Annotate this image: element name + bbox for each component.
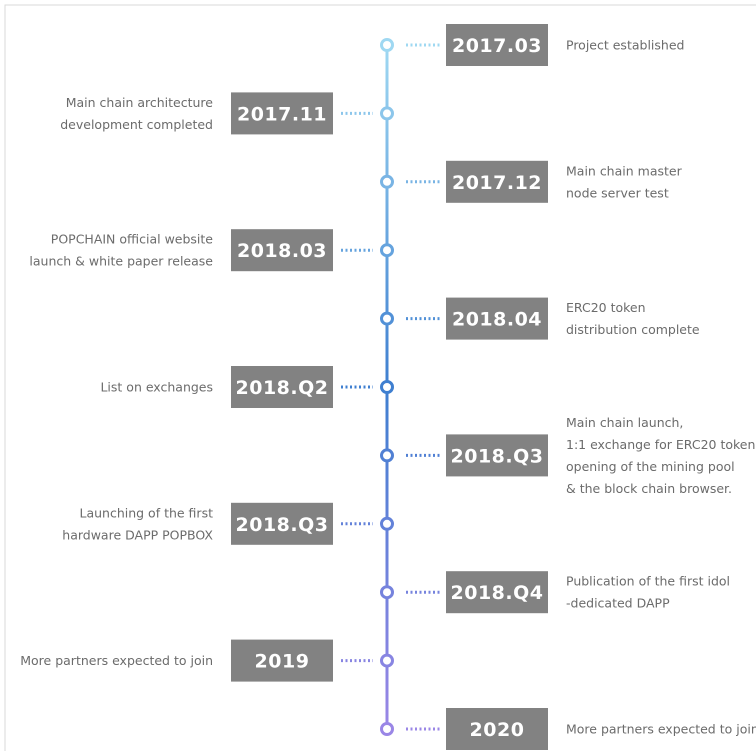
date-box <box>231 229 333 272</box>
date-box <box>446 160 548 203</box>
node <box>380 448 394 463</box>
node <box>380 106 394 121</box>
date-box <box>446 434 548 477</box>
date-label: 2018.Q2 <box>236 377 329 399</box>
event-text: 1:1 exchange for ERC20 token, <box>566 437 756 452</box>
event-text: -dedicated DAPP <box>566 596 670 611</box>
node <box>380 585 394 600</box>
node <box>380 38 394 52</box>
date-label: 2019 <box>255 651 310 673</box>
date-box <box>446 571 548 614</box>
date-box <box>446 24 548 66</box>
date-box <box>231 366 333 408</box>
event-text: Main chain master <box>566 163 683 178</box>
date-label: 2017.12 <box>452 172 542 194</box>
event-text: distribution complete <box>566 322 700 337</box>
date-label: 2018.04 <box>452 309 542 331</box>
event-text: Launching of the first <box>79 505 213 520</box>
frame <box>4 4 756 751</box>
event-text: Main chain launch, <box>566 415 683 430</box>
node <box>380 311 394 326</box>
date-box <box>446 297 548 340</box>
node <box>380 516 394 531</box>
date-box <box>231 502 333 545</box>
date-label: 2020 <box>470 719 525 741</box>
date-label: 2017.03 <box>452 35 542 57</box>
date-box <box>231 639 333 682</box>
event-text: ERC20 token <box>566 300 646 315</box>
node <box>380 243 394 258</box>
event-text: launch & white paper release <box>29 254 213 269</box>
date-label: 2018.Q3 <box>451 445 544 467</box>
date-label: 2018.Q4 <box>451 582 544 604</box>
event-text: More partners expected to join <box>566 722 756 737</box>
event-text: hardware DAPP POPBOX <box>62 527 213 542</box>
date-label: 2017.11 <box>237 103 327 125</box>
event-text: & the block chain browser. <box>566 481 732 496</box>
date-label: 2018.Q3 <box>236 514 329 536</box>
event-text: Main chain architecture <box>66 95 214 110</box>
date-box <box>231 92 333 135</box>
event-text: opening of the mining pool <box>566 459 735 474</box>
date-label: 2018.03 <box>237 240 327 262</box>
date-box <box>446 708 548 750</box>
event-text: development completed <box>60 117 213 132</box>
node <box>380 722 394 736</box>
event-text: POPCHAIN official website <box>51 232 214 247</box>
event-text: More partners expected to join <box>20 653 213 668</box>
node <box>380 174 394 189</box>
event-text: Publication of the first idol <box>566 574 730 589</box>
event-text: Project established <box>566 38 684 53</box>
node <box>380 380 394 394</box>
event-text: node server test <box>566 185 669 200</box>
event-text: List on exchanges <box>100 380 213 395</box>
node <box>380 653 394 668</box>
